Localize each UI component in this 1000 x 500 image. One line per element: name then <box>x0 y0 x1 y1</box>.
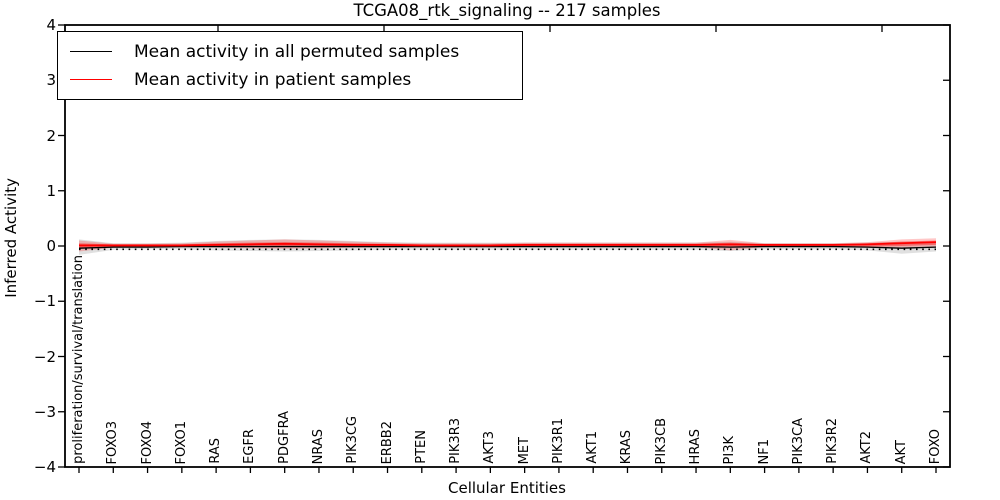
legend-label-patient: Mean activity in patient samples <box>134 69 412 90</box>
x-tick-label: MET <box>516 436 532 464</box>
x-axis-label: Cellular Entities <box>448 479 566 497</box>
x-tick-label: PI3K <box>722 435 738 464</box>
x-tick-label: FOXO3 <box>105 420 121 464</box>
x-tick-label: PIK3CG <box>345 416 361 464</box>
x-tick-label: AKT1 <box>585 431 601 464</box>
chart-title: TCGA08_rtk_signaling -- 217 samples <box>353 1 661 20</box>
x-tick-label: PIK3R1 <box>550 418 566 464</box>
x-tick-label: PDGFRA <box>276 411 292 464</box>
x-tick-label: FOXO1 <box>173 420 189 464</box>
x-tick-label: AKT <box>893 439 909 464</box>
x-tick-label: RAS <box>208 438 224 464</box>
x-tick-label: PTEN <box>413 430 429 464</box>
y-tick-label: −4 <box>33 458 56 476</box>
series-line-mean-activity-in-patient-samples <box>79 241 937 247</box>
y-tick-label: 3 <box>46 71 56 90</box>
x-tick-label: proliferation/survival/translation <box>71 255 86 464</box>
x-tick-label: FOXO4 <box>139 420 155 464</box>
x-tick-label: PIK3CB <box>653 417 669 464</box>
legend-item-patient: Mean activity in patient samples <box>70 70 522 90</box>
patient-line-swatch <box>70 79 112 80</box>
x-tick-label: EGFR <box>242 429 258 464</box>
y-tick-label: 2 <box>46 126 56 145</box>
y-tick-label: 0 <box>46 237 56 255</box>
series-line-mean-activity-in-all-permuted-samples <box>78 245 937 249</box>
legend-item-permuted: Mean activity in all permuted samples <box>70 42 522 62</box>
x-tick-label: AKT3 <box>482 431 498 464</box>
x-tick-label: PIK3CA <box>790 417 806 464</box>
y-tick-label: −1 <box>33 292 56 311</box>
x-tick-label: ERBB2 <box>379 420 395 464</box>
x-tick-label: NF1 <box>756 438 772 464</box>
y-tick-label: −3 <box>33 402 56 421</box>
y-tick-label: 4 <box>46 16 56 34</box>
legend: Mean activity in all permuted samples Me… <box>57 31 523 100</box>
y-tick-label: 1 <box>46 181 56 200</box>
x-tick-label: FOXO <box>928 428 943 464</box>
legend-label-permuted: Mean activity in all permuted samples <box>134 41 460 62</box>
x-tick-label: PIK3R3 <box>448 418 464 464</box>
x-tick-label: AKT2 <box>859 431 875 464</box>
x-tick-label: HRAS <box>688 428 704 464</box>
x-tick-label: KRAS <box>619 429 635 464</box>
x-tick-label: NRAS <box>310 428 326 464</box>
permuted-line-swatch <box>70 51 112 52</box>
x-tick-label: PIK3R2 <box>825 418 841 464</box>
y-tick-label: −2 <box>33 347 56 366</box>
